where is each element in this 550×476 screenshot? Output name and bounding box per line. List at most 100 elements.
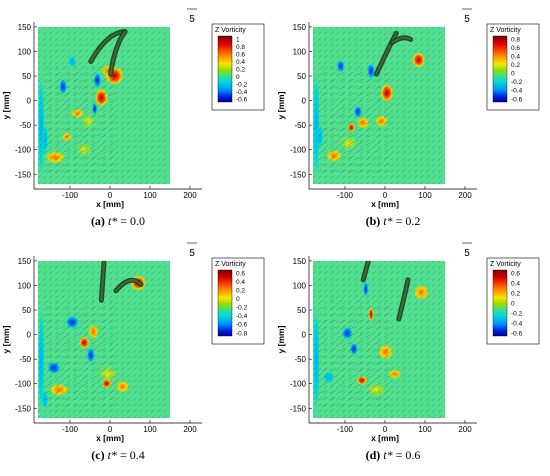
colorbar-tick-label: -0.6: [511, 96, 523, 103]
vorticity-structures: [38, 260, 170, 419]
panel-caption: (d) t* = 0.6: [366, 448, 421, 462]
y-tick-label: 100: [293, 47, 307, 56]
colorbar-tick-label: 1: [236, 36, 240, 43]
y-tick-label: -50: [294, 121, 306, 130]
colorbar-tick-label: -0.6: [236, 322, 248, 329]
colorbar-tick-label: 0.2: [236, 287, 245, 294]
colorbar-tick-label: 0.6: [236, 51, 245, 58]
colorbar-tick-label: 0.4: [511, 53, 520, 60]
y-tick-label: 50: [297, 306, 306, 315]
colorbar-gradient: [217, 269, 233, 337]
x-tick-label: 100: [143, 425, 157, 434]
velocity-vectors-dense: [319, 66, 393, 177]
y-tick-label: 0: [27, 331, 32, 340]
colorbar-tick-label: -0.4: [236, 89, 248, 96]
y-tick-label: 100: [18, 281, 32, 290]
caption-variable: t*: [383, 214, 392, 228]
y-axis-label: y [mm]: [276, 325, 286, 353]
y-tick-label: -100: [15, 146, 32, 155]
x-tick-label: 0: [383, 425, 388, 434]
colorbar-tick-label: -0.2: [511, 310, 523, 317]
x-tick-label: -100: [337, 191, 354, 200]
velocity-vectors-dense: [319, 300, 393, 411]
colorbar: Z Vorticity 0.6 0.40.2 0 -0.2-0.4 -0.6-0.8: [211, 257, 265, 345]
x-tick-label: -100: [62, 191, 79, 200]
caption-value: = 0.2: [393, 214, 421, 228]
x-tick-label: 200: [183, 191, 197, 200]
colorbar: Z Vorticity 0.6 0.4 0.2 0 -0.2 -0.4 -0.6: [486, 257, 540, 345]
wing-trace-highlight: [100, 261, 105, 302]
wing-trace-highlight: [109, 30, 127, 76]
x-axis-label: x [mm]: [371, 433, 399, 443]
colorbar-tick-label: -0.8: [236, 330, 248, 337]
colorbar-tick-label: -0.2: [236, 81, 248, 88]
colorbar-title: Z Vorticity: [215, 27, 246, 34]
x-tick-label: 200: [458, 191, 472, 200]
colorbar-gradient: [492, 269, 508, 337]
colorbar: Z Vorticity 0.8 0.60.4 0.2 0-0.2 -0.4-0.6: [486, 23, 540, 111]
wing-trace-highlight: [362, 260, 370, 281]
colorbar-tick-label: -0.4: [511, 88, 523, 95]
wing-trace-highlight: [391, 36, 412, 44]
wing-trace-highlight: [89, 30, 125, 63]
colorbar-tick-label: 0.4: [511, 280, 520, 287]
y-tick-label: -100: [290, 146, 307, 155]
colorbar-tick-label: -0.6: [236, 96, 248, 103]
velocity-vectors-dense: [44, 66, 118, 177]
caption-value: = 0.0: [117, 214, 145, 228]
colorbar-title: Z Vorticity: [215, 261, 246, 268]
colorbar-tick-label: 0.2: [511, 62, 520, 69]
panel-caption: (c) t* = 0.4: [91, 448, 144, 462]
y-tick-label: 0: [302, 97, 307, 106]
panel-caption: (b) t* = 0.2: [366, 214, 421, 228]
y-tick-label: -150: [290, 170, 307, 179]
x-tick-label: 100: [143, 191, 157, 200]
y-tick-label: 0: [302, 331, 307, 340]
colorbar-tick-label: -0.4: [511, 320, 523, 327]
colorbar-tick-label: 0.2: [236, 66, 245, 73]
vorticity-structures: [313, 260, 445, 419]
colorbar-tick-label: -0.2: [511, 79, 523, 86]
reference-vector-label: 5: [464, 14, 470, 25]
y-axis-label: y [mm]: [276, 91, 286, 119]
colorbar-tick-label: 0.6: [236, 270, 245, 277]
y-tick-label: 50: [297, 72, 306, 81]
x-axis-label: x [mm]: [96, 433, 124, 443]
y-tick-label: 150: [293, 23, 307, 32]
velocity-vectors-dense: [44, 300, 118, 411]
caption-variable: t*: [383, 448, 392, 462]
x-tick-label: 0: [383, 191, 388, 200]
wing-trace-highlight: [375, 32, 398, 76]
y-tick-label: 0: [27, 97, 32, 106]
colorbar-title: Z Vorticity: [490, 261, 521, 268]
y-tick-label: -100: [290, 380, 307, 389]
reference-vector-label: 5: [189, 14, 195, 25]
x-tick-label: 0: [108, 425, 113, 434]
colorbar-tick-label: -0.4: [236, 313, 248, 320]
y-tick-label: 100: [18, 47, 32, 56]
y-tick-label: -100: [15, 380, 32, 389]
colorbar-title: Z Vorticity: [490, 27, 521, 34]
reference-vector-label: 5: [464, 248, 470, 259]
caption-variable: t*: [108, 448, 117, 462]
colorbar-tick-label: 0: [511, 71, 515, 78]
vorticity-structures: [313, 26, 445, 185]
colorbar-tick-label: 0.8: [511, 36, 520, 43]
y-tick-label: 150: [18, 23, 32, 32]
y-tick-label: 50: [22, 306, 31, 315]
y-tick-label: -150: [15, 170, 32, 179]
y-tick-label: 150: [18, 257, 32, 266]
x-tick-label: 0: [108, 191, 113, 200]
colorbar-tick-label: 0.8: [236, 44, 245, 51]
y-tick-label: -150: [15, 404, 32, 413]
y-tick-label: 50: [22, 72, 31, 81]
colorbar-gradient: [492, 35, 508, 103]
y-tick-label: 100: [293, 281, 307, 290]
colorbar-tick-label: 0.4: [236, 279, 245, 286]
colorbar-gradient: [217, 35, 233, 103]
wing-trace-highlight: [114, 279, 142, 292]
